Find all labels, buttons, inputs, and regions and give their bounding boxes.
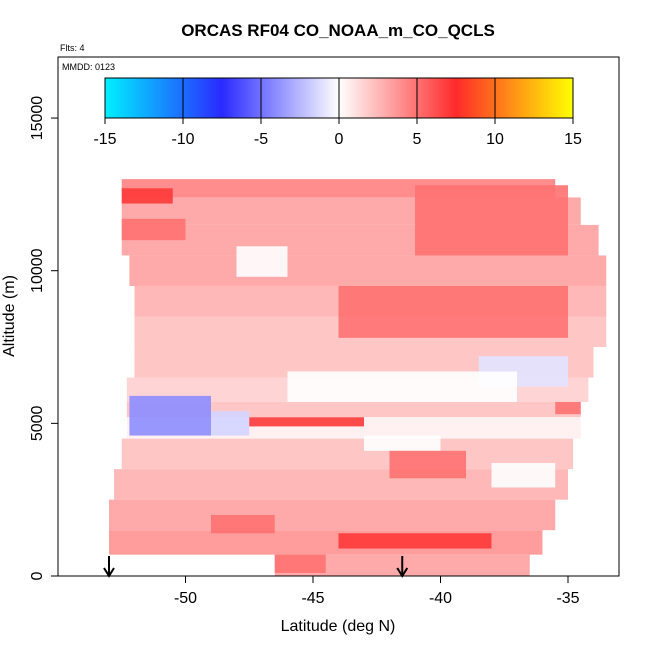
colorbar-tick-label: 0 <box>335 131 344 148</box>
y-tick-label: 10000 <box>29 248 46 293</box>
heatmap-feature <box>338 285 568 338</box>
down-arrow-icon <box>396 567 409 578</box>
heatmap-feature <box>415 185 568 256</box>
heatmap-feature <box>389 450 466 479</box>
date-label: MMDD: 0123 <box>62 62 115 72</box>
heatmap-feature <box>364 435 441 451</box>
heatmap-feature <box>555 401 581 415</box>
x-tick-label: -35 <box>556 590 579 607</box>
y-axis-label: Altitude (m) <box>1 275 18 357</box>
colorbar-tick-label: -10 <box>171 131 194 148</box>
heatmap-feature <box>211 411 250 436</box>
heatmap-feature <box>236 246 288 277</box>
y-tick-label: 0 <box>29 571 46 580</box>
down-arrow-icon <box>103 567 115 578</box>
x-tick-label: -45 <box>301 590 324 607</box>
heatmap-feature <box>129 395 211 436</box>
heatmap-layer <box>109 499 556 531</box>
x-tick-label: -40 <box>429 590 452 607</box>
heatmap-feature <box>338 533 492 549</box>
chart-title: ORCAS RF04 CO_NOAA_m_CO_QCLS <box>181 21 495 40</box>
x-axis: -50 -45 -40 -35 <box>174 576 580 607</box>
heatmap-feature <box>274 554 326 573</box>
heatmap-feature <box>121 218 186 241</box>
heatmap-layer <box>129 255 607 286</box>
x-axis-label: Latitude (deg N) <box>281 618 396 635</box>
heatmap-feature <box>249 417 364 427</box>
colorbar-tick-label: 5 <box>413 131 422 148</box>
y-tick-label: 15000 <box>29 96 46 141</box>
colorbar-tick-label: -5 <box>254 131 268 148</box>
heatmap-feature <box>121 188 173 204</box>
heatmap-feature <box>287 371 517 402</box>
y-axis: 0 5000 10000 15000 <box>29 96 58 580</box>
colorbar: -15 -10 -5 0 5 10 15 <box>93 77 582 148</box>
y-tick-label: 5000 <box>29 405 46 441</box>
heatmap-feature <box>211 514 275 534</box>
colorbar-tick-label: -15 <box>93 131 116 148</box>
colorbar-dividers <box>182 78 496 118</box>
plot-content <box>109 179 607 576</box>
heatmap-feature <box>491 463 556 488</box>
colorbar-tick-label: 10 <box>486 131 504 148</box>
x-tick-label: -50 <box>174 590 197 607</box>
flights-label: Flts: 4 <box>60 43 85 53</box>
plot-frame <box>57 56 620 577</box>
colorbar-ticks: -15 -10 -5 0 5 10 15 <box>93 118 582 148</box>
colorbar-tick-label: 15 <box>564 131 582 148</box>
flight-arrows <box>103 556 409 578</box>
